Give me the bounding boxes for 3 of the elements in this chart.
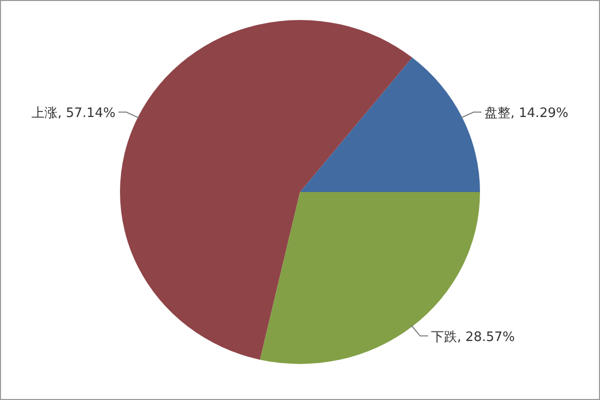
slice-label: 上涨, 57.14% [32, 106, 116, 122]
slice-label: 下跌, 28.57% [431, 330, 515, 345]
slice-label: 盘整, 14.29% [484, 106, 568, 122]
